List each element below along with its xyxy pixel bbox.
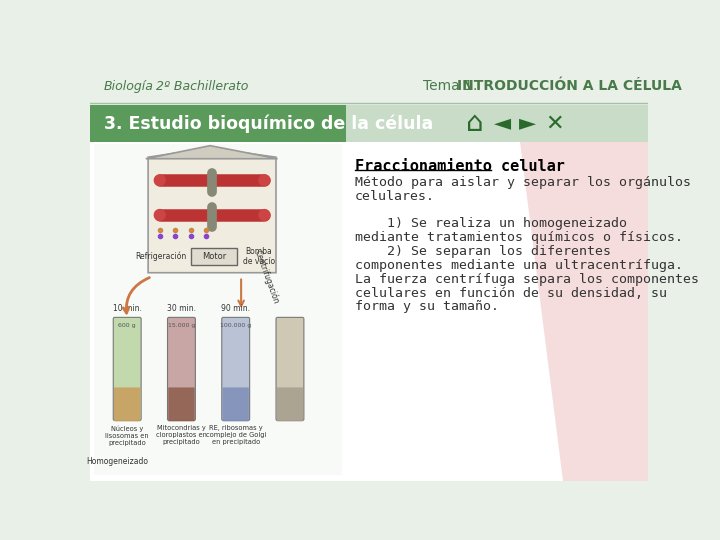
Text: Fraccionamiento celular: Fraccionamiento celular [355, 159, 565, 174]
Text: Centrifugación: Centrifugación [253, 249, 281, 306]
Text: RE, ribosomas y
complejo de Golgi
en precipitado: RE, ribosomas y complejo de Golgi en pre… [205, 425, 266, 445]
Text: Núcleos y
lisosomas en
precipitado: Núcleos y lisosomas en precipitado [105, 425, 149, 446]
Text: componentes mediante una ultracentrífuga.: componentes mediante una ultracentrífuga… [355, 259, 683, 272]
Text: 1) Se realiza un homogeneizado: 1) Se realiza un homogeneizado [355, 217, 627, 230]
FancyBboxPatch shape [222, 387, 249, 421]
Bar [90, 65, 648, 103]
Text: Tema 1.: Tema 1. [423, 79, 482, 93]
Bar [90, 142, 648, 481]
Text: ⌂: ⌂ [467, 109, 484, 137]
Text: Método para aislar y separar los orgánulos: Método para aislar y separar los orgánul… [355, 176, 691, 188]
Text: Motor: Motor [202, 252, 226, 261]
Text: Refrigeración: Refrigeración [135, 252, 187, 261]
Text: 3. Estudio bioquímico de la célula: 3. Estudio bioquímico de la célula [104, 115, 433, 133]
Circle shape [259, 210, 270, 220]
Text: ✕: ✕ [546, 113, 564, 133]
FancyBboxPatch shape [113, 318, 141, 421]
Polygon shape [148, 148, 276, 273]
Polygon shape [520, 142, 648, 481]
Text: celulares.: celulares. [355, 190, 435, 202]
Text: mediante tratamientos químicos o físicos.: mediante tratamientos químicos o físicos… [355, 231, 683, 244]
FancyBboxPatch shape [276, 387, 303, 421]
Text: Homogeneizado: Homogeneizado [86, 457, 148, 467]
Text: celulares en función de su densidad, su: celulares en función de su densidad, su [355, 287, 667, 300]
Text: Bomba
de vacío: Bomba de vacío [243, 247, 275, 266]
FancyBboxPatch shape [114, 387, 140, 421]
Text: 15.000 g: 15.000 g [168, 323, 195, 328]
Bar [191, 248, 238, 265]
Text: 2º Bachillerato: 2º Bachillerato [156, 80, 248, 93]
Text: 600 g: 600 g [118, 323, 136, 328]
Circle shape [154, 175, 165, 186]
Text: 30 min.: 30 min. [167, 303, 196, 313]
Text: ◄: ◄ [494, 113, 511, 133]
Text: INTRODUCCIÓN A LA CÉLULA: INTRODUCCIÓN A LA CÉLULA [456, 79, 681, 93]
Text: La fuerza centrífuga separa los componentes: La fuerza centrífuga separa los componen… [355, 273, 699, 286]
Circle shape [259, 175, 270, 186]
FancyBboxPatch shape [276, 318, 304, 421]
Polygon shape [145, 146, 277, 159]
Bar [94, 144, 342, 475]
Text: 100.000 g: 100.000 g [220, 323, 251, 328]
Text: 10 min.: 10 min. [113, 303, 142, 313]
Text: Biología: Biología [104, 80, 154, 93]
FancyBboxPatch shape [222, 318, 250, 421]
Text: forma y su tamaño.: forma y su tamaño. [355, 300, 499, 313]
Text: ►: ► [519, 113, 536, 133]
Text: Mitocondrias y
cloroplastos en
precipitado: Mitocondrias y cloroplastos en precipita… [156, 425, 207, 445]
Text: 2) Se separan los diferentes: 2) Se separan los diferentes [355, 245, 611, 258]
FancyBboxPatch shape [168, 387, 194, 421]
Bar [346, 105, 648, 142]
Circle shape [154, 210, 165, 220]
FancyBboxPatch shape [168, 318, 195, 421]
Text: 90 min.: 90 min. [221, 303, 251, 313]
Bar [90, 105, 346, 142]
